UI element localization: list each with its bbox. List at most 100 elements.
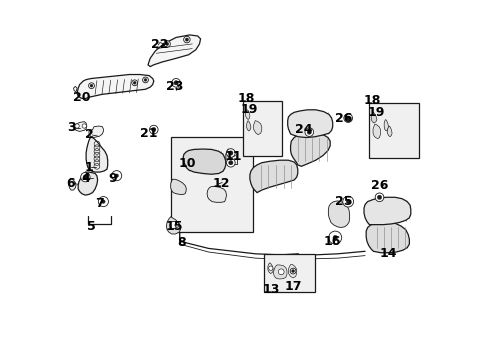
- Polygon shape: [166, 217, 180, 234]
- Polygon shape: [372, 124, 380, 139]
- Circle shape: [163, 41, 170, 47]
- Circle shape: [133, 81, 136, 84]
- Text: 17: 17: [284, 280, 301, 293]
- Circle shape: [170, 221, 177, 229]
- Bar: [368, 103, 418, 158]
- Polygon shape: [287, 110, 332, 138]
- Polygon shape: [249, 160, 297, 193]
- Circle shape: [343, 114, 352, 122]
- Text: 1: 1: [84, 161, 93, 174]
- Circle shape: [83, 175, 87, 180]
- Polygon shape: [267, 263, 273, 274]
- Text: 8: 8: [177, 237, 185, 249]
- Circle shape: [328, 231, 341, 244]
- Text: 9: 9: [108, 172, 117, 185]
- Text: 13: 13: [262, 283, 280, 296]
- Text: 19: 19: [367, 106, 384, 119]
- Polygon shape: [253, 121, 261, 135]
- Polygon shape: [328, 201, 349, 228]
- Polygon shape: [386, 126, 391, 137]
- Polygon shape: [89, 126, 103, 138]
- Circle shape: [111, 171, 122, 181]
- Polygon shape: [77, 75, 153, 99]
- Text: 18: 18: [363, 94, 380, 107]
- Polygon shape: [69, 178, 76, 190]
- Circle shape: [289, 268, 295, 274]
- Polygon shape: [273, 265, 286, 279]
- Polygon shape: [366, 222, 408, 253]
- Polygon shape: [225, 149, 230, 163]
- Circle shape: [81, 172, 90, 182]
- Text: 20: 20: [73, 91, 90, 104]
- Polygon shape: [245, 110, 249, 120]
- Circle shape: [98, 197, 108, 207]
- Circle shape: [90, 84, 93, 87]
- Text: 2: 2: [84, 129, 93, 141]
- Text: 11: 11: [224, 150, 242, 163]
- Circle shape: [342, 196, 353, 207]
- Text: 7: 7: [95, 197, 104, 210]
- Circle shape: [75, 124, 79, 128]
- Polygon shape: [206, 186, 226, 202]
- Circle shape: [346, 116, 349, 120]
- Circle shape: [278, 269, 284, 275]
- Circle shape: [346, 200, 349, 203]
- Circle shape: [82, 124, 86, 128]
- Bar: [264, 254, 314, 292]
- Text: 25: 25: [334, 195, 351, 208]
- Polygon shape: [148, 35, 200, 67]
- Circle shape: [228, 161, 232, 165]
- Circle shape: [132, 80, 137, 86]
- Text: 4: 4: [81, 172, 90, 185]
- Circle shape: [151, 127, 156, 132]
- Circle shape: [255, 124, 261, 130]
- Polygon shape: [78, 172, 98, 195]
- Circle shape: [88, 83, 94, 89]
- Text: 23: 23: [165, 80, 183, 93]
- Text: 22: 22: [151, 39, 168, 51]
- Text: 15: 15: [165, 220, 183, 233]
- Text: 10: 10: [178, 157, 195, 170]
- Circle shape: [115, 174, 118, 177]
- Circle shape: [384, 123, 387, 127]
- Polygon shape: [370, 112, 376, 123]
- Text: 5: 5: [87, 220, 96, 233]
- Circle shape: [165, 42, 168, 46]
- Polygon shape: [384, 120, 387, 131]
- Circle shape: [245, 113, 249, 116]
- Text: 6: 6: [66, 177, 75, 190]
- Circle shape: [305, 128, 313, 136]
- Polygon shape: [290, 133, 329, 166]
- Circle shape: [306, 130, 311, 134]
- Polygon shape: [75, 122, 87, 131]
- Circle shape: [228, 151, 232, 155]
- Circle shape: [332, 235, 337, 240]
- Circle shape: [371, 116, 375, 120]
- Circle shape: [226, 158, 235, 167]
- Circle shape: [377, 195, 381, 199]
- Polygon shape: [170, 179, 186, 194]
- Circle shape: [268, 266, 272, 270]
- Circle shape: [171, 78, 180, 87]
- Text: 24: 24: [295, 123, 312, 136]
- Circle shape: [185, 38, 188, 41]
- Circle shape: [149, 125, 158, 134]
- Circle shape: [102, 200, 105, 203]
- Text: 19: 19: [241, 103, 258, 116]
- Circle shape: [291, 270, 294, 273]
- Polygon shape: [183, 149, 225, 174]
- Text: 12: 12: [212, 177, 229, 190]
- Circle shape: [246, 123, 250, 128]
- Polygon shape: [363, 197, 410, 225]
- Bar: [242, 101, 282, 156]
- Polygon shape: [246, 121, 250, 131]
- Circle shape: [144, 78, 146, 81]
- Text: 18: 18: [237, 93, 254, 105]
- Bar: [170, 137, 253, 232]
- Circle shape: [226, 149, 235, 157]
- Circle shape: [175, 223, 179, 227]
- Circle shape: [142, 77, 148, 83]
- Circle shape: [174, 81, 178, 85]
- Text: 26: 26: [334, 112, 351, 125]
- Circle shape: [373, 128, 379, 134]
